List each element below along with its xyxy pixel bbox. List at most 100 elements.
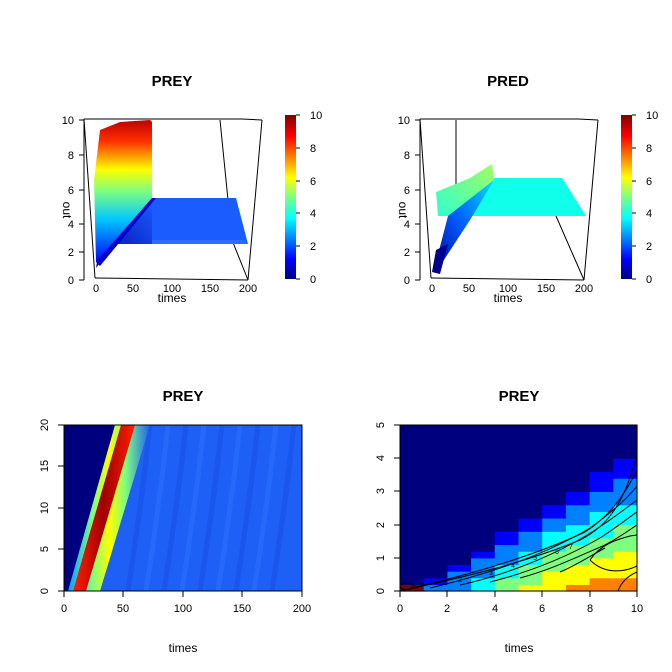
pred3d-xtick: 50 [463,283,475,295]
heatmap4-cell [400,557,425,566]
pred3d-xtick: 200 [575,283,593,295]
heatmap4-cell [542,517,567,526]
prey3d-zlabel: out [60,202,74,219]
heatmap4-cell [447,551,472,559]
heatmap4-ytick: 1 [375,555,387,561]
panel-prey-heatmap-zoom-title: PREY [499,388,540,405]
heatmap4-cell [518,425,543,433]
heatmap4-cell [613,425,638,433]
heatmap4-cell [565,458,591,466]
heatmap4-cell [589,531,614,539]
heatmap4-cell [518,517,543,526]
heatmap4-cell [447,504,472,512]
heatmap3-ytick: 15 [39,460,51,472]
heatmap4-cell [542,458,567,466]
heatmap4-cell [423,504,448,512]
panel-prey-heatmap-title: PREY [163,388,204,405]
heatmap4-cell [494,517,520,526]
heatmap4-cell [423,498,448,506]
heatmap4-cell [613,491,638,499]
heatmap4-xtick: 4 [492,603,498,615]
panel-pred-3d: PRED 0 2 4 6 8 10 out [396,73,658,305]
heatmap4-cell [518,484,543,492]
pred3d-wave [436,164,494,216]
heatmap4-cell [400,478,425,486]
heatmap4-xlabel: times [505,641,534,655]
heatmap4-cell [565,557,591,566]
heatmap4-cell [613,577,638,585]
heatmap4-cell [471,425,496,433]
heatmap4-cell [447,498,472,506]
contour-line [429,485,638,589]
heatmap4-frame [399,424,638,592]
pred3d-ztick: 4 [404,219,410,231]
pred3d-surface [432,164,586,274]
heatmap3-ripple [197,424,225,592]
heatmap4-cell [423,491,448,499]
heatmap4-cell [494,484,520,492]
heatmap4-cell [423,511,448,519]
heatmap3-plot [64,424,302,592]
heatmap4-cell [494,451,520,459]
prey3d-xtick: 100 [163,283,181,295]
prey3d-cbtick: 6 [310,176,316,188]
heatmap4-cell [542,504,567,512]
heatmap3-ripple [233,424,261,592]
heatmap4-cell [494,458,520,466]
prey3d-z-tickmarks [79,119,84,281]
heatmap4-cell [471,458,496,466]
heatmap4-cell [542,425,567,433]
pred3d-box-edge-right [583,119,599,281]
panel-pred-3d-title: PRED [487,73,529,90]
pred3d-colorbar [621,115,632,279]
pred3d-ztick: 6 [404,185,410,197]
heatmap4-cell [565,584,591,592]
heatmap4-cell [518,524,543,532]
heatmap4-cell [423,431,448,439]
pred3d-box-edge-inner2 [555,215,585,281]
heatmap3-xtick: 50 [117,603,129,615]
heatmap4-cell [613,524,638,532]
heatmap4-cell [565,571,591,579]
heatmap4-cell [589,557,614,566]
heatmap4-cell [613,544,638,552]
heatmap4-cell [518,584,543,592]
heatmap4-cell [542,584,567,592]
prey3d-box-back [84,118,263,121]
heatmap4-cell [494,431,520,439]
heatmap4-cells [400,425,638,592]
heatmap4-cell [542,498,567,506]
heatmap4-cell [542,551,567,559]
heatmap4-cell [423,577,448,585]
heatmap3-ripple [143,424,171,592]
pred3d-colorbar-ticks: 0 2 4 6 8 10 [632,110,658,286]
heatmap4-cell [565,438,591,446]
pred3d-box-back [420,118,599,121]
heatmap4-cell [494,438,520,446]
pred3d-xtick: 100 [499,283,517,295]
heatmap3-xtick: 100 [174,603,192,615]
contour-line [489,511,638,583]
heatmap4-cell [423,451,448,459]
contour-line [589,559,638,572]
heatmap4-cell [613,531,638,539]
heatmap3-ripple [161,424,189,592]
heatmap3-ripple [251,424,279,592]
heatmap4-cell [613,511,638,519]
heatmap4-cell [613,557,638,566]
heatmap4-x-ticks: 0 2 4 6 8 10 [397,591,643,615]
heatmap3-ytick: 20 [39,419,51,431]
prey3d-xtick: 200 [239,283,257,295]
heatmap4-cell [471,564,496,572]
heatmap4-cell [471,537,496,546]
prey3d-cbtick: 2 [310,241,316,253]
heatmap4-cell [542,557,567,566]
heatmap4-cell [447,584,472,592]
heatmap4-cell [518,498,543,506]
heatmap4-cell [518,531,543,539]
heatmap4-cell [542,471,567,479]
heatmap4-cell [542,478,567,486]
heatmap4-cell [423,438,448,446]
heatmap4-cell [589,458,614,466]
heatmap4-cell [494,478,520,486]
